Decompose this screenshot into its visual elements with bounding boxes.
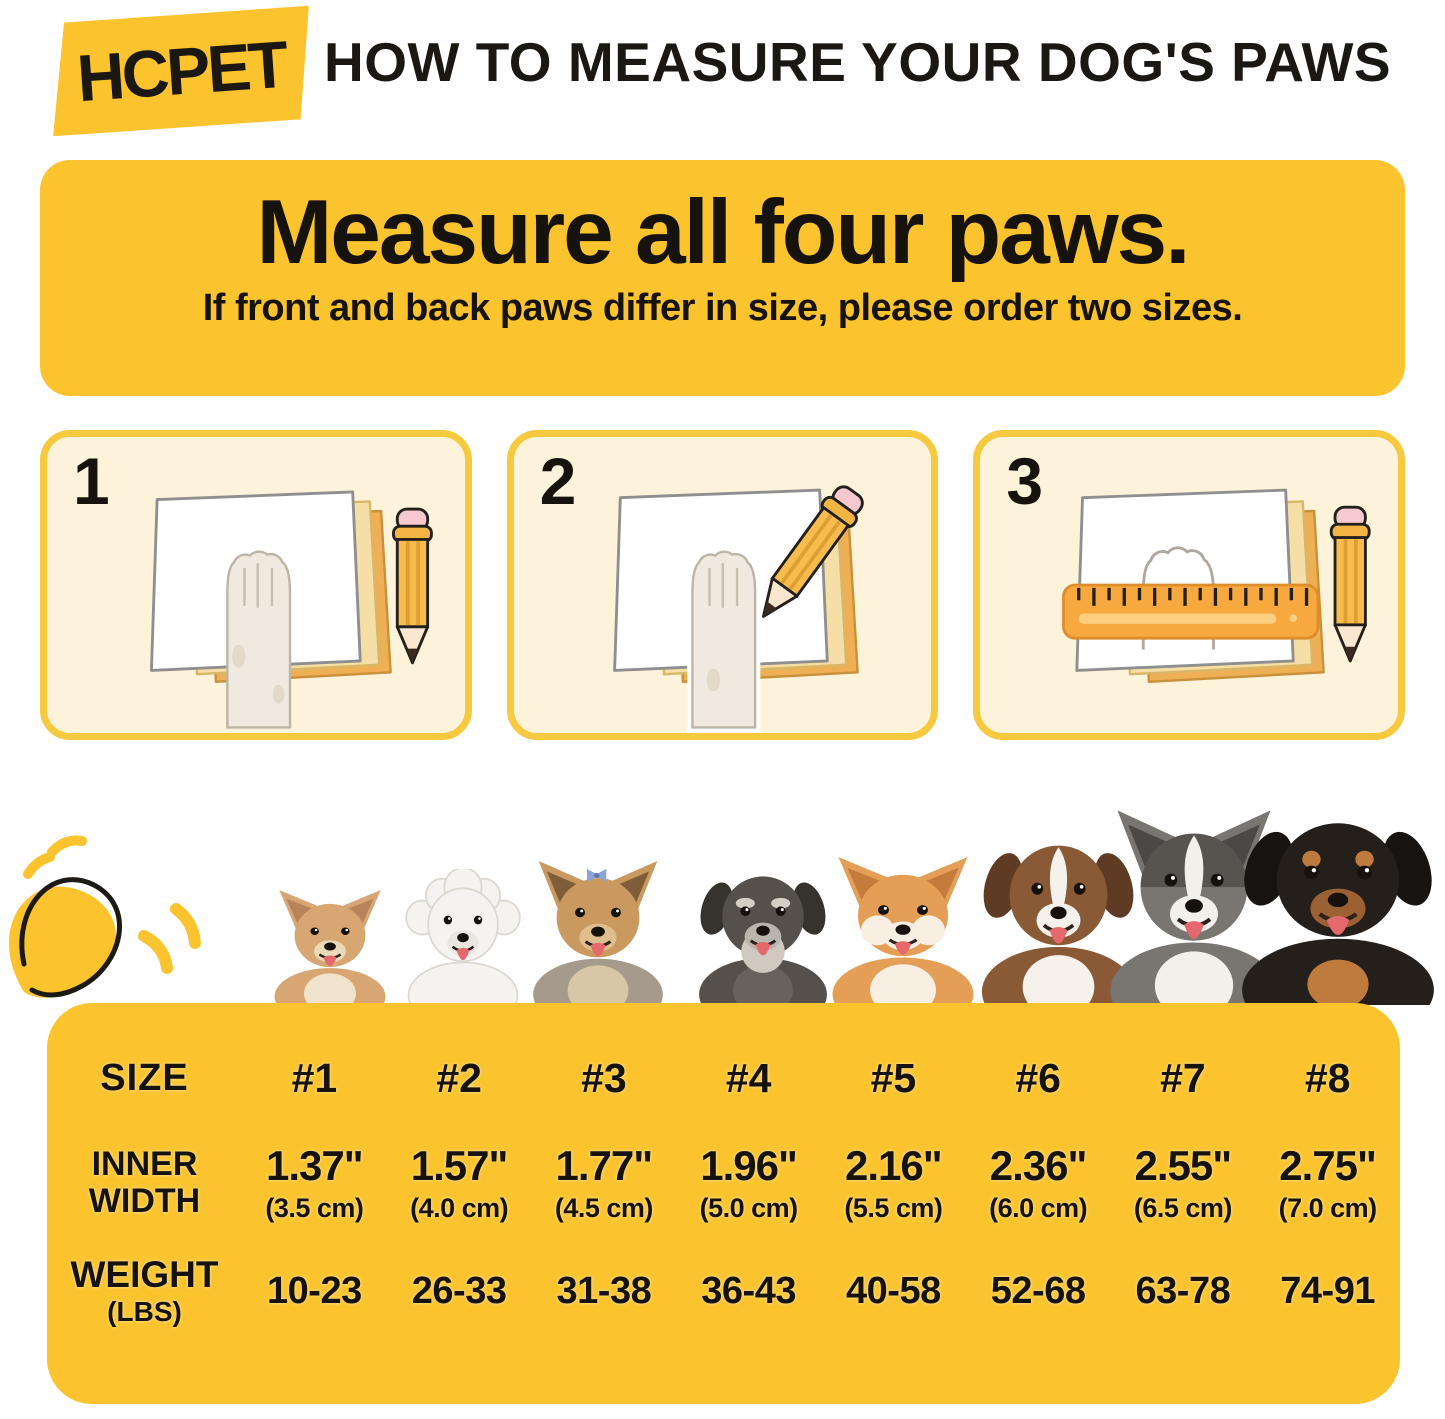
ruler-measure-illustration [1062,488,1371,684]
size-value: #4 [725,1055,772,1101]
weight-value: 74-91 [1280,1269,1375,1312]
size-value: #7 [1160,1055,1206,1101]
size-value: #2 [436,1055,482,1101]
header: HCPET HOW TO MEASURE YOUR DOG'S PAWS [0,0,1445,150]
size-row: SIZE #1 #2 #3 #4 #5 #6 #7 #8 [47,1003,1400,1102]
trace-paw-illustration [612,485,864,733]
size-value: #6 [1015,1055,1061,1101]
squiggle-doodle-icon [8,835,201,998]
dog-rottweiler [1236,793,1440,1005]
size-value: #3 [581,1055,627,1101]
weight-value: 31-38 [556,1269,652,1312]
weight-row-label: WEIGHT (LBS) [70,1254,219,1327]
step-number: 2 [539,444,577,518]
dog-miniature-schnauzer [695,855,831,1005]
step-card-2: 2 [506,430,939,740]
inner-width-row: INNER WIDTH 1.37" (3.5 cm) 1.57" (4.0 cm) 1.77… [47,1142,1400,1224]
size-row-label: SIZE [100,1057,189,1099]
brand-logo: HCPET [51,6,311,136]
dog-yorkshire-terrier [529,857,667,1005]
pencil-icon [761,485,864,618]
pencil-icon [1330,505,1371,663]
inner-width-value: 1.57" (4.0 cm) [410,1142,509,1223]
dog-alaskan-malamute [1105,805,1283,1005]
measure-banner: Measure all four paws. If front and back… [40,160,1405,396]
dog-lineup [0,790,1445,1005]
dog-chihuahua [271,887,389,1005]
weight-value: 40-58 [846,1269,941,1312]
step-number: 3 [1006,444,1044,518]
weight-value: 26-33 [411,1269,507,1312]
paw-on-paper-illustration [149,490,433,729]
weight-value: 63-78 [1135,1269,1231,1312]
inner-width-value: 2.75" (7.0 cm) [1278,1142,1378,1223]
weight-value: 52-68 [990,1269,1086,1312]
size-value: #8 [1304,1055,1351,1101]
weight-value: 36-43 [701,1269,796,1312]
inner-width-value: 2.55" (6.5 cm) [1133,1142,1233,1223]
inner-width-value: 1.37" (3.5 cm) [265,1142,364,1223]
steps-row: 1 2 [40,430,1406,740]
step-card-3: 3 [973,430,1406,740]
size-value: #1 [291,1055,338,1101]
inner-width-value: 2.36" (6.0 cm) [989,1142,1088,1223]
page-title: HOW TO MEASURE YOUR DOG'S PAWS [324,31,1392,93]
weight-value: 10-23 [267,1269,362,1312]
dog-australian-shepherd [977,819,1140,1005]
dog-bichon-frise [405,869,521,1005]
dog-shiba-inu [828,853,978,1005]
step-number: 1 [73,444,110,518]
pencil-icon [392,507,433,665]
inner-width-value: 2.16" (5.5 cm) [844,1142,943,1223]
size-chart-table: SIZE #1 #2 #3 #4 #5 #6 #7 #8 INNER WIDTH 1.37" (3.5… [47,1003,1400,1404]
inner-width-row-label: INNER WIDTH [88,1145,201,1220]
ruler-icon [1062,583,1320,640]
inner-width-value: 1.77" (4.5 cm) [554,1142,654,1223]
banner-heading: Measure all four paws. [256,182,1190,283]
inner-width-value: 1.96" (5.0 cm) [699,1142,799,1223]
brand-logo-text: HCPET [74,26,288,116]
step-card-1: 1 [40,430,472,740]
banner-subheading: If front and back paws differ in size, p… [202,286,1243,329]
size-value: #5 [870,1055,917,1101]
weight-row: WEIGHT (LBS) 10-23 26-33 31-38 36-43 40-58 52-6… [47,1254,1400,1328]
